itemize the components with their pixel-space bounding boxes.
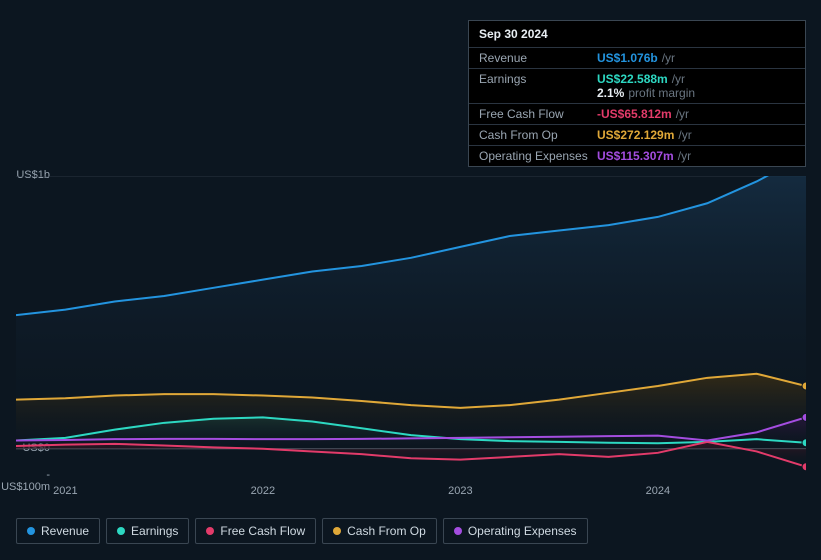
tooltip-value: US$272.129m [597,128,674,142]
legend-dot-icon [27,527,35,535]
tooltip-suffix: /yr [678,128,691,142]
x-tick-label: 2024 [646,485,670,497]
tooltip-value: US$1.076b [597,51,658,65]
tooltip-value: US$22.588m [597,72,668,86]
tooltip-date: Sep 30 2024 [469,21,805,48]
tooltip-spacer [479,86,597,100]
tooltip-suffix: /yr [672,72,685,86]
tooltip-suffix: /yr [676,107,689,121]
tooltip-label: Operating Expenses [479,149,597,163]
tooltip-row-cfo: Cash From Op US$272.129m /yr [469,125,805,146]
legend-item-fcf[interactable]: Free Cash Flow [195,518,316,544]
chart-legend: Revenue Earnings Free Cash Flow Cash Fro… [16,518,588,544]
legend-item-earnings[interactable]: Earnings [106,518,189,544]
tooltip-margin-pct: 2.1% [597,86,624,100]
legend-label: Cash From Op [347,524,426,538]
tooltip-suffix: /yr [662,51,675,65]
tooltip-label: Free Cash Flow [479,107,597,121]
data-tooltip: Sep 30 2024 Revenue US$1.076b /yr Earnin… [468,20,806,167]
tooltip-row-opex: Operating Expenses US$115.307m /yr [469,146,805,166]
legend-dot-icon [206,527,214,535]
tooltip-row-revenue: Revenue US$1.076b /yr [469,48,805,69]
legend-dot-icon [117,527,125,535]
tooltip-margin-label: profit margin [628,86,695,100]
chart-plot[interactable] [16,176,806,476]
legend-label: Earnings [131,524,178,538]
legend-label: Revenue [41,524,89,538]
tooltip-label: Revenue [479,51,597,65]
legend-item-cfo[interactable]: Cash From Op [322,518,437,544]
legend-item-opex[interactable]: Operating Expenses [443,518,588,544]
legend-dot-icon [333,527,341,535]
legend-dot-icon [454,527,462,535]
x-tick-label: 2023 [448,485,472,497]
legend-item-revenue[interactable]: Revenue [16,518,100,544]
tooltip-suffix: /yr [678,149,691,163]
x-tick-label: 2021 [53,485,77,497]
x-axis-labels: 2021 2022 2023 2024 [16,485,806,499]
chart-root: Sep 30 2024 Revenue US$1.076b /yr Earnin… [0,0,821,560]
tooltip-row-fcf: Free Cash Flow -US$65.812m /yr [469,104,805,125]
tooltip-label: Cash From Op [479,128,597,142]
tooltip-value: US$115.307m [597,149,674,163]
legend-label: Operating Expenses [468,524,577,538]
x-tick-label: 2022 [251,485,275,497]
tooltip-value: -US$65.812m [597,107,672,121]
tooltip-row-earnings: Earnings US$22.588m /yr 2.1% profit marg… [469,69,805,104]
legend-label: Free Cash Flow [220,524,305,538]
tooltip-label: Earnings [479,72,597,86]
